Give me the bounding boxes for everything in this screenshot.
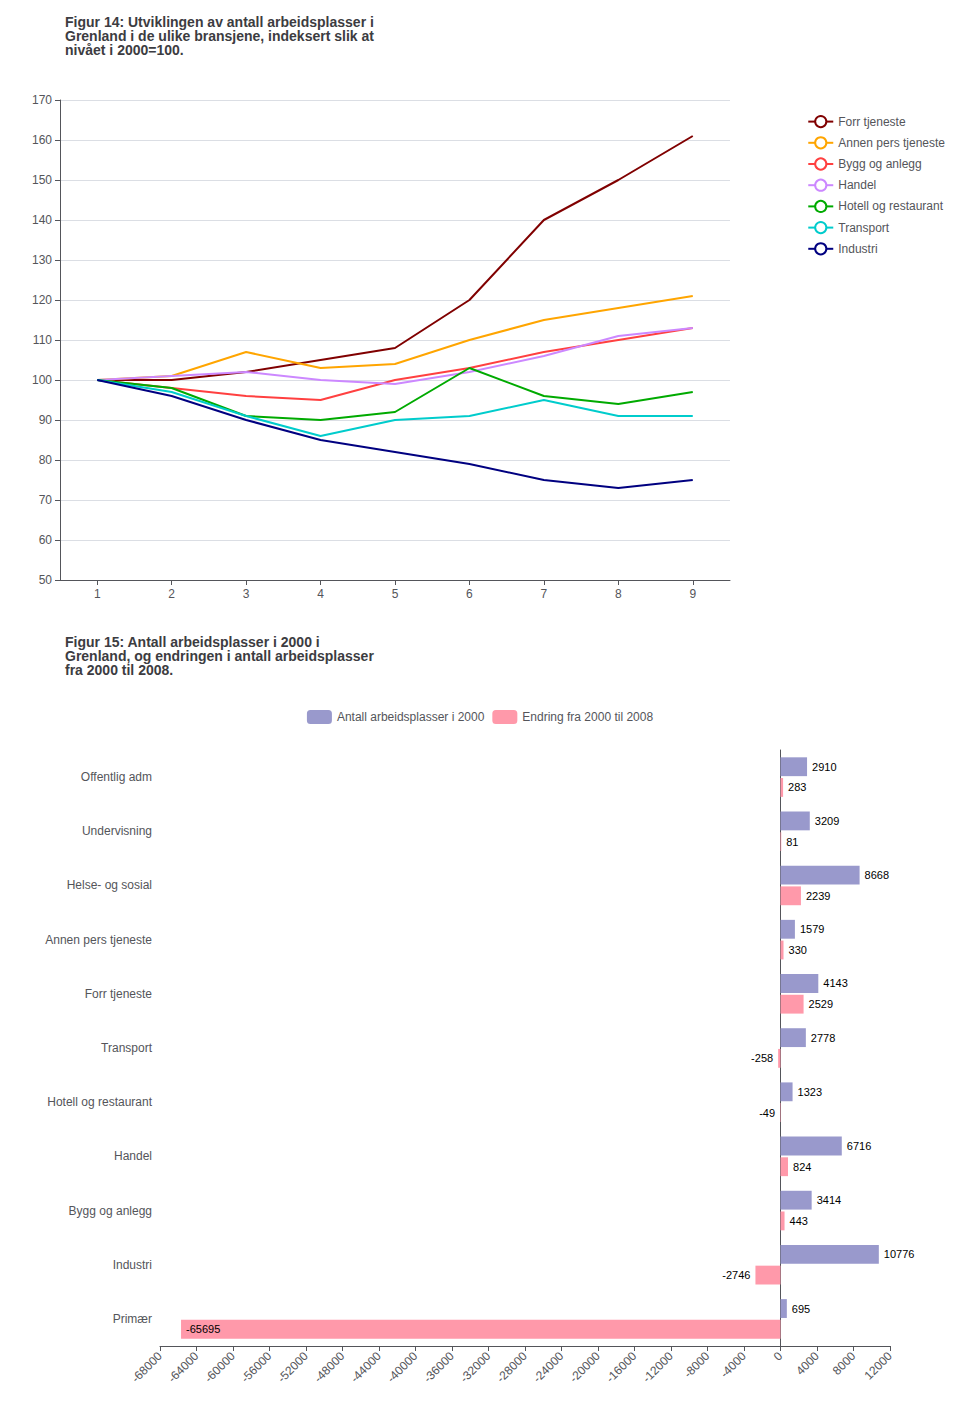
svg-text:8: 8	[615, 587, 622, 601]
svg-text:Bygg og anlegg: Bygg og anlegg	[838, 157, 921, 171]
svg-text:330: 330	[789, 944, 807, 956]
svg-text:60: 60	[39, 533, 53, 547]
svg-text:Hotell og restaurant: Hotell og restaurant	[47, 1095, 152, 1109]
svg-text:8668: 8668	[865, 869, 889, 881]
svg-text:283: 283	[788, 781, 806, 793]
svg-text:nivået i 2000=100.: nivået i 2000=100.	[65, 42, 184, 58]
svg-text:Bygg og anlegg: Bygg og anlegg	[69, 1204, 152, 1218]
svg-text:824: 824	[793, 1161, 811, 1173]
svg-text:1579: 1579	[800, 923, 824, 935]
svg-text:2529: 2529	[809, 998, 833, 1010]
svg-text:Grenland i de ulike bransjene,: Grenland i de ulike bransjene, indeksert…	[65, 28, 374, 44]
svg-text:-12000: -12000	[640, 1349, 677, 1386]
svg-text:-258: -258	[751, 1052, 773, 1064]
svg-text:130: 130	[32, 253, 52, 267]
svg-text:0: 0	[771, 1349, 786, 1364]
svg-text:-36000: -36000	[421, 1349, 458, 1386]
svg-text:100: 100	[32, 373, 52, 387]
svg-text:50: 50	[39, 573, 53, 587]
svg-text:-49: -49	[759, 1107, 775, 1119]
svg-text:Forr tjeneste: Forr tjeneste	[85, 987, 153, 1001]
svg-text:110: 110	[33, 333, 52, 347]
svg-text:-52000: -52000	[275, 1349, 312, 1386]
svg-text:Hotell og restaurant: Hotell og restaurant	[838, 199, 943, 213]
svg-text:8000: 8000	[830, 1349, 859, 1378]
svg-text:Figur 14: Utviklingen av antal: Figur 14: Utviklingen av antall arbeidsp…	[65, 14, 374, 30]
svg-text:Grenland, og endringen i antal: Grenland, og endringen i antall arbeidsp…	[65, 648, 374, 664]
svg-text:3209: 3209	[815, 815, 839, 827]
svg-text:140: 140	[32, 213, 52, 227]
svg-text:3414: 3414	[817, 1194, 841, 1206]
svg-text:4143: 4143	[823, 977, 847, 989]
svg-text:12000: 12000	[861, 1349, 895, 1383]
svg-text:-16000: -16000	[603, 1349, 640, 1386]
svg-text:120: 120	[32, 293, 52, 307]
svg-text:4: 4	[317, 587, 324, 601]
svg-text:1323: 1323	[798, 1086, 822, 1098]
svg-text:Antall arbeidsplasser i 2000: Antall arbeidsplasser i 2000	[337, 710, 485, 724]
svg-text:-44000: -44000	[348, 1349, 385, 1386]
svg-text:-4000: -4000	[717, 1349, 749, 1381]
svg-text:Transport: Transport	[101, 1041, 153, 1055]
svg-text:7: 7	[541, 587, 548, 601]
svg-text:Handel: Handel	[114, 1149, 152, 1163]
svg-text:Endring fra 2000 til 2008: Endring fra 2000 til 2008	[522, 710, 653, 724]
svg-text:3: 3	[243, 587, 250, 601]
svg-text:-60000: -60000	[202, 1349, 239, 1386]
svg-text:4000: 4000	[793, 1349, 822, 1378]
svg-text:-40000: -40000	[384, 1349, 421, 1386]
svg-text:9: 9	[689, 587, 696, 601]
svg-text:Industri: Industri	[838, 242, 877, 256]
svg-text:Transport: Transport	[838, 221, 890, 235]
svg-text:-64000: -64000	[165, 1349, 202, 1386]
svg-text:443: 443	[790, 1215, 808, 1227]
svg-text:Figur 15: Antall arbeidsplasse: Figur 15: Antall arbeidsplasser i 2000 i	[65, 634, 320, 650]
svg-text:5: 5	[392, 587, 399, 601]
svg-text:160: 160	[32, 133, 52, 147]
svg-text:-28000: -28000	[494, 1349, 531, 1386]
svg-text:Annen pers tjeneste: Annen pers tjeneste	[838, 136, 945, 150]
svg-text:Industri: Industri	[113, 1258, 152, 1272]
svg-text:-48000: -48000	[311, 1349, 348, 1386]
svg-text:70: 70	[39, 493, 53, 507]
svg-text:2778: 2778	[811, 1032, 835, 1044]
svg-text:-24000: -24000	[530, 1349, 567, 1386]
svg-text:90: 90	[39, 413, 53, 427]
svg-text:1: 1	[94, 587, 101, 601]
svg-text:81: 81	[786, 836, 798, 848]
svg-text:150: 150	[32, 173, 52, 187]
svg-text:-65695: -65695	[186, 1323, 220, 1335]
svg-text:170: 170	[32, 93, 52, 107]
svg-text:695: 695	[792, 1303, 810, 1315]
svg-text:Handel: Handel	[838, 178, 876, 192]
svg-text:80: 80	[39, 453, 53, 467]
svg-text:2239: 2239	[806, 890, 830, 902]
svg-text:Offentlig adm: Offentlig adm	[81, 770, 152, 784]
svg-text:Helse- og sosial: Helse- og sosial	[67, 878, 152, 892]
svg-text:6: 6	[466, 587, 473, 601]
svg-text:-2746: -2746	[722, 1269, 750, 1281]
svg-text:-32000: -32000	[457, 1349, 494, 1386]
svg-text:-8000: -8000	[681, 1349, 713, 1381]
svg-text:-20000: -20000	[567, 1349, 604, 1386]
svg-text:Primær: Primær	[113, 1312, 152, 1326]
svg-text:6716: 6716	[847, 1140, 871, 1152]
svg-text:-68000: -68000	[129, 1349, 166, 1386]
svg-text:2: 2	[168, 587, 175, 601]
svg-text:Forr tjeneste: Forr tjeneste	[838, 115, 906, 129]
svg-text:Undervisning: Undervisning	[82, 824, 152, 838]
svg-text:-56000: -56000	[238, 1349, 275, 1386]
svg-text:10776: 10776	[884, 1248, 915, 1260]
svg-text:2910: 2910	[812, 761, 836, 773]
svg-text:Annen pers tjeneste: Annen pers tjeneste	[45, 933, 152, 947]
svg-text:fra 2000 til 2008.: fra 2000 til 2008.	[65, 662, 173, 678]
